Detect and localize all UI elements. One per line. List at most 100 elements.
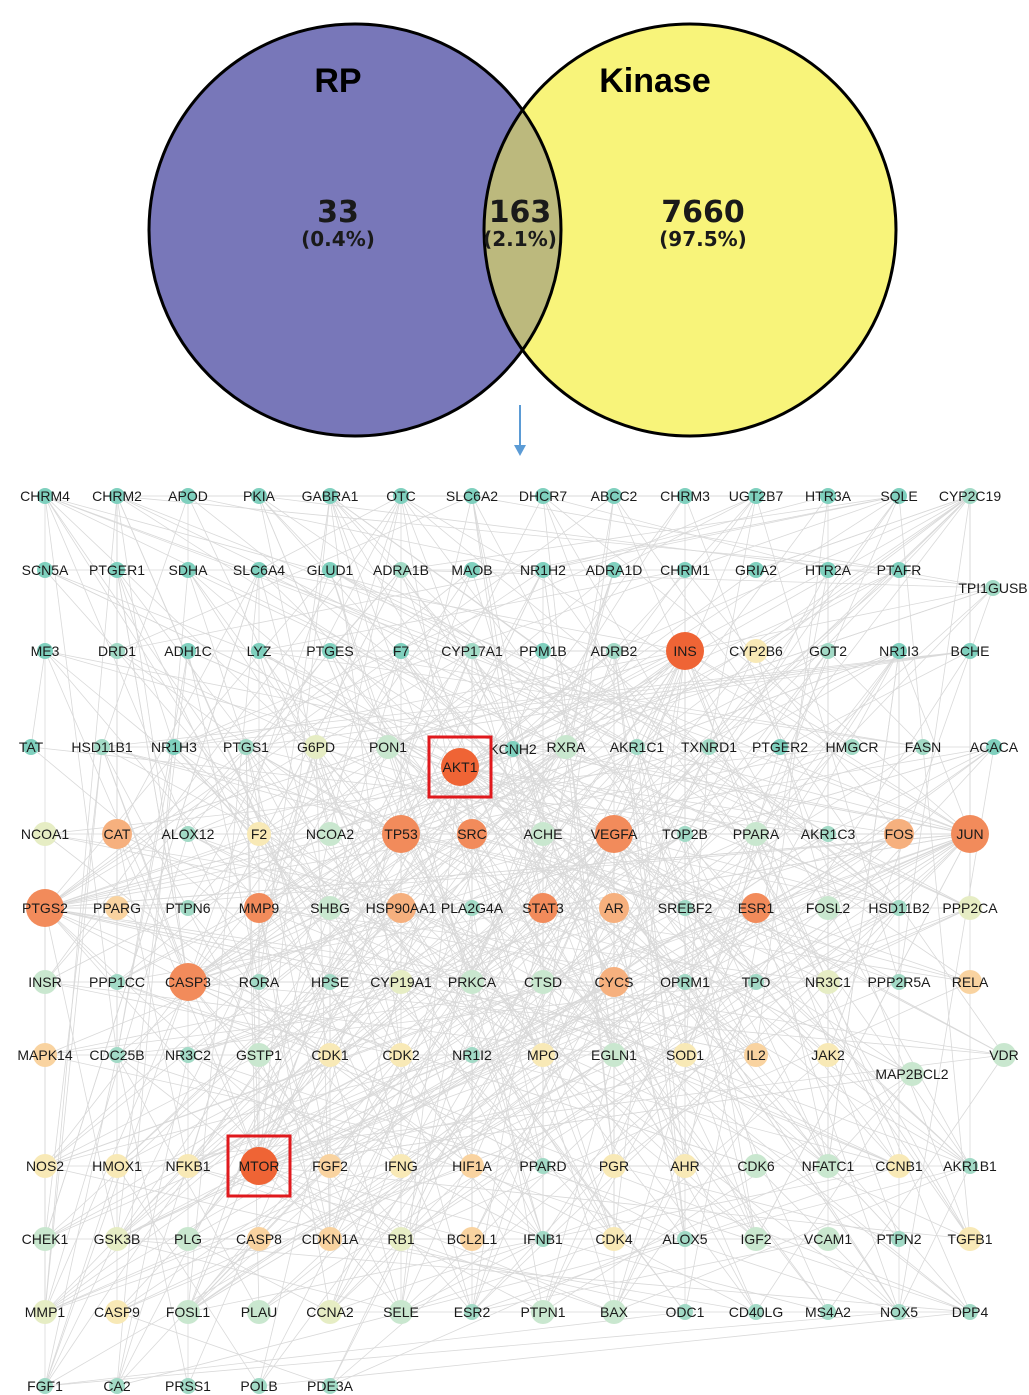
node-label: CHRM3 (660, 488, 710, 504)
node-circle (169, 963, 207, 1001)
node-label: EGLN1 (591, 1047, 637, 1063)
node-circle (389, 1300, 413, 1324)
node-circle (677, 488, 693, 504)
node-label: HSP90AA1 (366, 900, 437, 916)
network-node-cyp2c19: CYP2C19 (939, 488, 1001, 504)
network-edge (329, 746, 567, 1313)
network-node-ptpn1: PTPN1 (520, 1300, 566, 1324)
node-circle (602, 1154, 626, 1178)
node-label: INS (673, 643, 696, 659)
network-node-ms4a2: MS4A2 (805, 1304, 851, 1320)
network-edge (613, 981, 829, 1167)
network-edge (755, 495, 971, 652)
network-edge (187, 746, 995, 1313)
node-circle (180, 826, 196, 842)
node-label: OPRM1 (660, 974, 710, 990)
network-edge (613, 907, 900, 1313)
network-edge (258, 907, 900, 1167)
node-label: VDR (989, 1047, 1019, 1063)
node-circle (389, 970, 413, 994)
node-circle (102, 819, 132, 849)
node-circle (460, 970, 484, 994)
network-edge (542, 495, 638, 748)
network-edge (44, 981, 402, 1056)
network-node-cd40lg: CD40LG (729, 1304, 783, 1320)
network-edge (44, 833, 189, 1313)
network-edge (258, 1311, 971, 1387)
network-node-chrm2: CHRM2 (92, 488, 142, 504)
network-node-chrm4: CHRM4 (20, 488, 70, 504)
node-circle (460, 1154, 484, 1178)
node-circle (606, 488, 622, 504)
node-circle (240, 1147, 278, 1185)
network-edge (400, 833, 900, 1313)
network-node-ppm1b: PPM1B (519, 643, 567, 659)
network-edge (44, 569, 544, 909)
node-label: MAPK14 (17, 1047, 72, 1063)
network-edge (684, 587, 994, 652)
network-node-pla2g4a: PLA2G4A (441, 900, 504, 916)
node-label: PTGES (306, 643, 353, 659)
node-circle (318, 1154, 342, 1178)
network-edge (684, 833, 757, 1167)
network-node-gabra1: GABRA1 (302, 488, 359, 504)
network-node-abcc2: ABCC2 (591, 488, 638, 504)
network-edge (187, 495, 544, 571)
network-edge (755, 495, 971, 571)
network-edge (116, 833, 829, 1313)
network-node-sele: SELE (383, 1300, 419, 1324)
network-node-hif1a: HIF1A (452, 1154, 492, 1178)
network-edge (613, 1054, 829, 1240)
node-circle (602, 1300, 626, 1324)
network-edge (44, 650, 971, 835)
node-circle (820, 643, 836, 659)
network-edge (755, 650, 900, 835)
venn-count-rp: 33 (317, 195, 359, 230)
network-edge (44, 746, 710, 909)
node-label: ESR2 (454, 1304, 491, 1320)
network-edge (400, 1238, 615, 1313)
node-label: NR1I3 (879, 643, 919, 659)
node-label: CHRM4 (20, 488, 70, 504)
node-label: IGF2 (740, 1231, 771, 1247)
node-circle (677, 562, 693, 578)
node-label: TP53 (384, 826, 418, 842)
network-edge (44, 569, 461, 768)
node-label: ALOX12 (162, 826, 215, 842)
network-edge (329, 569, 971, 909)
node-circle (33, 1227, 57, 1251)
node-label: NR3C1 (805, 974, 851, 990)
node-circle (887, 1154, 911, 1178)
node-label: CYP19A1 (370, 974, 432, 990)
node-label: PPARG (93, 900, 141, 916)
node-circle (109, 643, 125, 659)
network-edge (258, 569, 461, 768)
network-edge (329, 650, 402, 909)
network-node-nr1i2: NR1I2 (452, 1047, 492, 1063)
node-label: SLC6A2 (446, 488, 498, 504)
network-node-kcnh2: KCNH2 (489, 741, 537, 757)
node-circle (744, 822, 768, 846)
network-node-rxra: RXRA (547, 735, 586, 759)
network-edge (44, 746, 638, 909)
network-node-esr1: ESR1 (738, 893, 774, 923)
node-circle (318, 1300, 342, 1324)
node-label: PTGS2 (22, 900, 68, 916)
network-edge (329, 495, 900, 909)
node-circle (958, 1227, 982, 1251)
node-label: SELE (383, 1304, 419, 1320)
node-label: VCAM1 (804, 1231, 852, 1247)
network-edge (258, 650, 1005, 1056)
node-label: CDK1 (311, 1047, 349, 1063)
network-node-htr3a: HTR3A (805, 488, 852, 504)
node-circle (386, 893, 416, 923)
network-edge (101, 495, 189, 748)
network-edge (684, 746, 710, 1056)
node-circle (673, 1154, 697, 1178)
network-node-ppp2r5a: PPP2R5A (867, 974, 931, 990)
network-edge (44, 650, 544, 1240)
network-edge (44, 495, 118, 1313)
node-label: CDK2 (382, 1047, 420, 1063)
node-label: NOX5 (880, 1304, 918, 1320)
network-edge (400, 569, 615, 1167)
